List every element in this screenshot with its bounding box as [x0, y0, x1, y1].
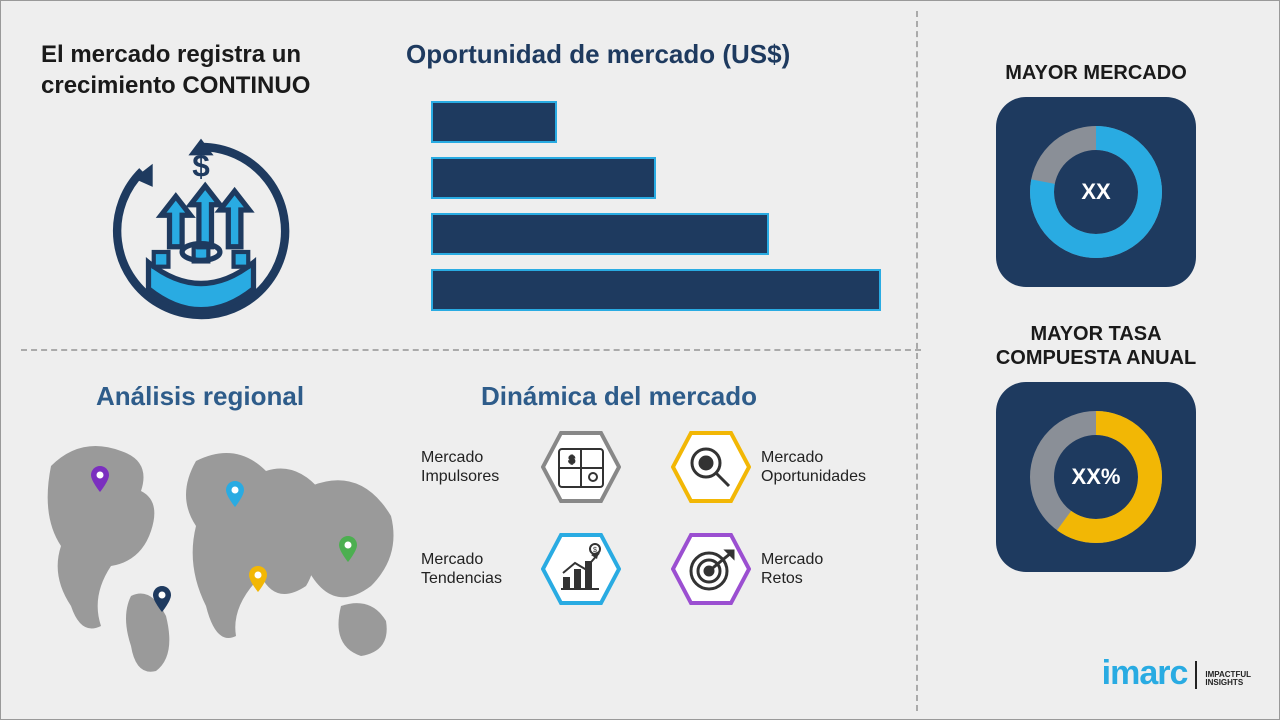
- right-panel: MAYOR MERCADO XX MAYOR TASA COMPUESTA AN…: [921, 11, 1271, 711]
- svg-text:$: $: [703, 459, 708, 469]
- cagr-title-line1: MAYOR TASA: [1030, 323, 1161, 345]
- main-panel: El mercado registra un crecimiento CONTI…: [11, 11, 911, 711]
- map-pin-icon: [226, 481, 244, 507]
- chart-hex-icon: $: [541, 533, 621, 605]
- search-hex-icon: $: [671, 431, 751, 503]
- growth-title-line1: El mercado registra un: [41, 41, 301, 68]
- regional-title: Análisis regional: [96, 381, 304, 412]
- dynamics-item-label: MercadoImpulsores: [421, 448, 531, 486]
- dynamics-item: $ MercadoOportunidades: [671, 431, 911, 503]
- dynamics-item-label: MercadoOportunidades: [761, 448, 871, 486]
- cagr-title-line2: COMPUESTA ANUAL: [996, 347, 1196, 369]
- opportunity-bar: [431, 269, 881, 311]
- target-hex-icon: [671, 533, 751, 605]
- logo-tagline: IMPACTFUL INSIGHTS: [1205, 671, 1251, 687]
- puzzle-hex-icon: $: [541, 431, 621, 503]
- dynamics-item-label: MercadoRetos: [761, 550, 871, 588]
- dynamics-item-label: MercadoTendencias: [421, 550, 531, 588]
- map-pin-icon: [91, 466, 109, 492]
- dynamics-item: MercadoRetos: [671, 533, 911, 605]
- map-pin-icon: [153, 586, 171, 612]
- growth-cycle-icon: $: [96, 126, 306, 336]
- cagr-donut: XX%: [1021, 402, 1171, 552]
- dynamics-item: MercadoTendencias $: [421, 533, 661, 605]
- dynamics-title: Dinámica del mercado: [481, 381, 757, 412]
- vertical-divider: [916, 11, 918, 711]
- growth-heading: El mercado registra un crecimiento CONTI…: [41, 39, 381, 101]
- svg-text:$: $: [593, 547, 597, 554]
- logo-divider: [1195, 661, 1197, 689]
- cagr-card: XX%: [996, 382, 1196, 572]
- largest-market-card: XX: [996, 97, 1196, 287]
- svg-text:$: $: [192, 147, 210, 183]
- svg-text:$: $: [569, 455, 575, 466]
- brand-logo: imarc IMPACTFUL INSIGHTS: [1102, 654, 1251, 693]
- logo-text: imarc: [1102, 654, 1188, 693]
- dynamics-grid: MercadoImpulsores $ $ MercadoOportunidades M…: [421, 431, 911, 605]
- growth-title-line2: crecimiento CONTINUO: [41, 72, 310, 99]
- opportunity-bar: [431, 101, 557, 143]
- opportunity-bar: [431, 157, 656, 199]
- cagr-title: MAYOR TASA COMPUESTA ANUAL: [976, 322, 1216, 370]
- world-map: [31, 426, 411, 676]
- opportunity-title: Oportunidad de mercado (US$): [406, 39, 790, 70]
- map-pin-icon: [339, 536, 357, 562]
- cagr-value: XX%: [1072, 464, 1121, 490]
- horizontal-divider: [21, 349, 921, 351]
- largest-market-title: MAYOR MERCADO: [976, 61, 1216, 85]
- opportunity-bar: [431, 213, 769, 255]
- dynamics-item: MercadoImpulsores $: [421, 431, 661, 503]
- largest-market-donut: XX: [1021, 117, 1171, 267]
- opportunity-bar-chart: [431, 101, 891, 325]
- largest-market-value: XX: [1081, 179, 1110, 205]
- map-pin-icon: [249, 566, 267, 592]
